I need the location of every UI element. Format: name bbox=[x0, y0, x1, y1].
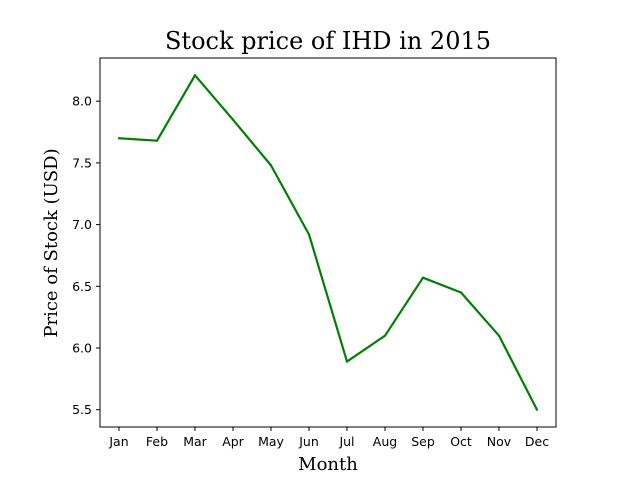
x-tick-label: Nov bbox=[487, 434, 512, 449]
x-tick-label: Apr bbox=[222, 434, 244, 449]
data-point-dec bbox=[535, 408, 539, 411]
x-tick-label: Aug bbox=[373, 434, 397, 449]
x-tick-label: Sep bbox=[411, 434, 435, 449]
series-line bbox=[118, 74, 538, 411]
x-axis-label: Month bbox=[298, 454, 358, 475]
x-tick-label: Jun bbox=[298, 434, 319, 449]
chart-title: Stock price of IHD in 2015 bbox=[165, 27, 491, 55]
data-point-jul bbox=[345, 360, 349, 363]
data-point-apr bbox=[231, 118, 235, 121]
data-point-oct bbox=[459, 291, 463, 294]
y-tick-label: 5.5 bbox=[72, 402, 92, 417]
x-tick-label: Jan bbox=[108, 434, 128, 449]
data-point-jun bbox=[307, 233, 311, 236]
data-point-feb bbox=[155, 139, 159, 142]
axis-ticks: Jan Feb Mar Apr May Jun Jul Aug Sep Oct Nov Dec 5.5 6… bbox=[72, 94, 549, 449]
x-tick-label: Dec bbox=[525, 434, 549, 449]
x-tick-label: Feb bbox=[146, 434, 168, 449]
y-axis-label: Price of Stock (USD) bbox=[41, 148, 62, 337]
y-tick-label: 6.0 bbox=[72, 341, 92, 356]
data-point-jan bbox=[117, 137, 121, 140]
x-tick-label: Mar bbox=[183, 434, 207, 449]
data-point-may bbox=[269, 164, 273, 167]
x-tick-label: May bbox=[258, 434, 284, 449]
data-point-nov bbox=[497, 334, 501, 337]
series-layer bbox=[117, 74, 539, 411]
y-tick-label: 7.5 bbox=[72, 155, 92, 170]
x-tick-label: Oct bbox=[450, 434, 472, 449]
y-tick-label: 8.0 bbox=[72, 94, 92, 109]
x-tick-label: Jul bbox=[338, 434, 354, 449]
data-point-aug bbox=[383, 334, 387, 337]
plot-area bbox=[99, 57, 557, 428]
y-tick-label: 6.5 bbox=[72, 279, 92, 294]
data-point-mar bbox=[193, 74, 197, 77]
data-point-sep bbox=[421, 276, 425, 279]
y-tick-label: 7.0 bbox=[72, 217, 92, 232]
